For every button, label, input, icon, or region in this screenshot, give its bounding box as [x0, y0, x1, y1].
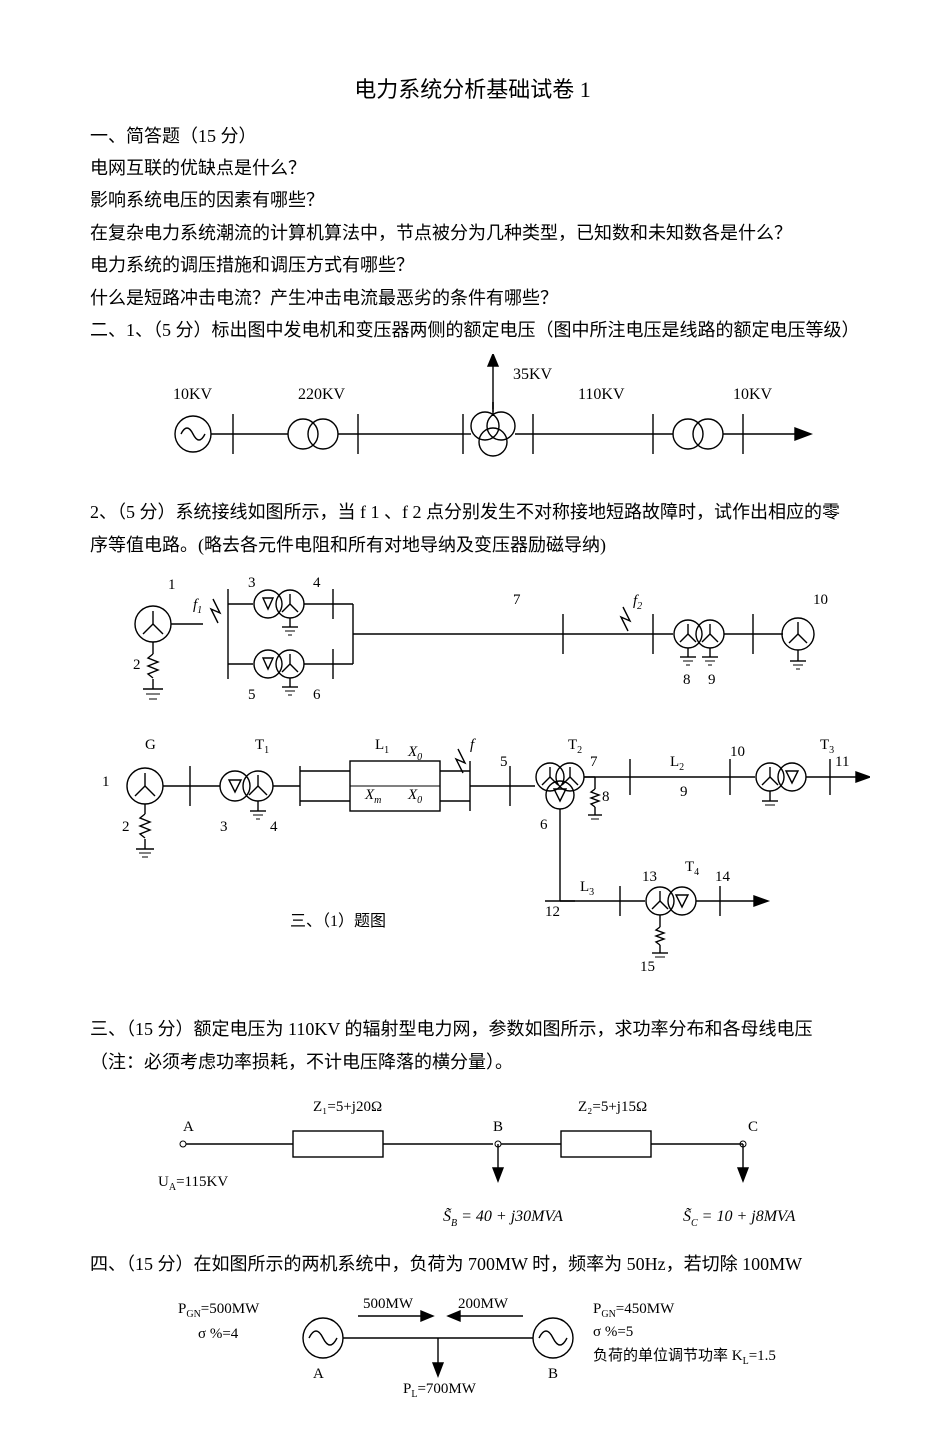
d2-n9: 9	[708, 672, 716, 688]
d2-n1: 1	[168, 577, 176, 593]
q4: 电力系统的调压措施和调压方式有哪些？	[90, 249, 855, 281]
section1-heading: 一、简答题（15 分）	[90, 120, 855, 152]
d5-KL: 负荷的单位调节功率 KL=1.5	[593, 1347, 776, 1367]
d5-B: B	[548, 1366, 558, 1382]
svg-text:5: 5	[500, 754, 508, 770]
d5-p200: 200MW	[458, 1296, 509, 1312]
section4-text: 四、（15 分）在如图所示的两机系统中，负荷为 700MW 时，频率为 50Hz…	[90, 1248, 855, 1280]
diagram-radial-network: Z₁=5+j20Ω Z₂=5+j15Ω A B C UA=115KV S̃B =…	[123, 1086, 823, 1236]
d4-C: C	[748, 1119, 758, 1135]
diagram-two-machine: PGN=500MW σ %=4 A 500MW 200MW PL=700MW B…	[103, 1288, 843, 1398]
svg-text:6: 6	[540, 817, 548, 833]
d5-PL: PL=700MW	[403, 1381, 477, 1398]
d5-sigma1: σ %=4	[198, 1326, 239, 1342]
d5-A: A	[313, 1366, 324, 1382]
d5-pgn1: PGN=500MW	[178, 1301, 260, 1320]
d4-SC: S̃C = 10 + j8MVA	[683, 1207, 796, 1229]
svg-text:12: 12	[545, 904, 560, 920]
svg-text:11: 11	[835, 754, 849, 770]
svg-text:14: 14	[715, 869, 731, 885]
diagram-fault-network-2: G T1 L1 X0 f T2 T3 1 2 3 4 Xm X0	[90, 731, 870, 1001]
d2-n3: 3	[248, 575, 256, 591]
svg-text:15: 15	[640, 959, 655, 975]
d3-caption: 三、（1）题图	[290, 912, 386, 930]
q5: 什么是短路冲击电流？产生冲击电流最恶劣的条件有哪些？	[90, 282, 855, 314]
d3-T1: T1	[255, 737, 269, 756]
label-10kv-a: 10KV	[173, 386, 213, 403]
d5-p500: 500MW	[363, 1296, 414, 1312]
svg-text:8: 8	[602, 789, 610, 805]
svg-text:13: 13	[642, 869, 657, 885]
exam-page: 电力系统分析基础试卷 1 一、简答题（15 分） 电网互联的优缺点是什么？ 影响…	[0, 0, 945, 1450]
d3-G: G	[145, 737, 156, 753]
d3-L1: L1	[375, 737, 389, 756]
d3-f: f	[470, 737, 476, 753]
section2-1-heading: 二、1、（5 分）标出图中发电机和变压器两侧的额定电压（图中所注电压是线路的额定…	[90, 314, 855, 346]
d4-Z2: Z₂=5+j15Ω	[578, 1099, 647, 1115]
d2-n4: 4	[313, 575, 321, 591]
d2-f2: f2	[633, 593, 642, 612]
diagram-voltage-network: 35KV 10KV 220KV 110KV 10KV	[133, 354, 813, 484]
d2-n8: 8	[683, 672, 691, 688]
d4-B: B	[493, 1119, 503, 1135]
d3-L3: L3	[580, 879, 594, 898]
d4-SB: S̃B = 40 + j30MVA	[443, 1207, 563, 1229]
svg-text:10: 10	[730, 744, 745, 760]
d5-sigma2: σ %=5	[593, 1324, 633, 1340]
d4-A: A	[183, 1119, 194, 1135]
d3-Xm: Xm	[364, 787, 381, 806]
svg-text:7: 7	[590, 754, 598, 770]
svg-text:3: 3	[220, 819, 228, 835]
q3: 在复杂电力系统潮流的计算机算法中，节点被分为几种类型，已知数和未知数各是什么？	[90, 217, 855, 249]
d2-n10: 10	[813, 592, 828, 608]
label-110kv: 110KV	[578, 386, 625, 403]
d3-T3: T3	[820, 737, 834, 756]
d3-T4: T4	[685, 859, 699, 878]
section2-2-text: 2、（5 分）系统接线如图所示，当 f 1 、f 2 点分别发生不对称接地短路故…	[90, 496, 855, 561]
diagram-fault-network-1: 1 2 f1 3 4 5 6	[93, 569, 853, 719]
d4-UA: UA=115KV	[158, 1174, 228, 1193]
d4-Z1: Z₁=5+j20Ω	[313, 1099, 382, 1115]
label-10kv-b: 10KV	[733, 386, 773, 403]
d3-T2: T2	[568, 737, 582, 756]
q2: 影响系统电压的因素有哪些？	[90, 184, 855, 216]
d5-pgn2: PGN=450MW	[593, 1301, 675, 1320]
d2-f1: f1	[193, 597, 202, 616]
page-title: 电力系统分析基础试卷 1	[90, 70, 855, 110]
section3-text: 三、（15 分）额定电压为 110KV 的辐射型电力网，参数如图所示，求功率分布…	[90, 1013, 855, 1078]
svg-text:9: 9	[680, 784, 688, 800]
d2-n2: 2	[133, 657, 141, 673]
label-220kv: 220KV	[298, 386, 346, 403]
q1: 电网互联的优缺点是什么？	[90, 152, 855, 184]
d2-n6: 6	[313, 687, 321, 703]
d2-n7: 7	[513, 592, 521, 608]
svg-text:4: 4	[270, 819, 278, 835]
d3-L2: L2	[670, 754, 684, 773]
d3-X0a: X0	[407, 744, 422, 763]
svg-text:2: 2	[122, 819, 130, 835]
d3-X0b: X0	[407, 787, 422, 806]
svg-text:1: 1	[102, 774, 110, 790]
d2-n5: 5	[248, 687, 256, 703]
label-35kv: 35KV	[513, 366, 553, 383]
